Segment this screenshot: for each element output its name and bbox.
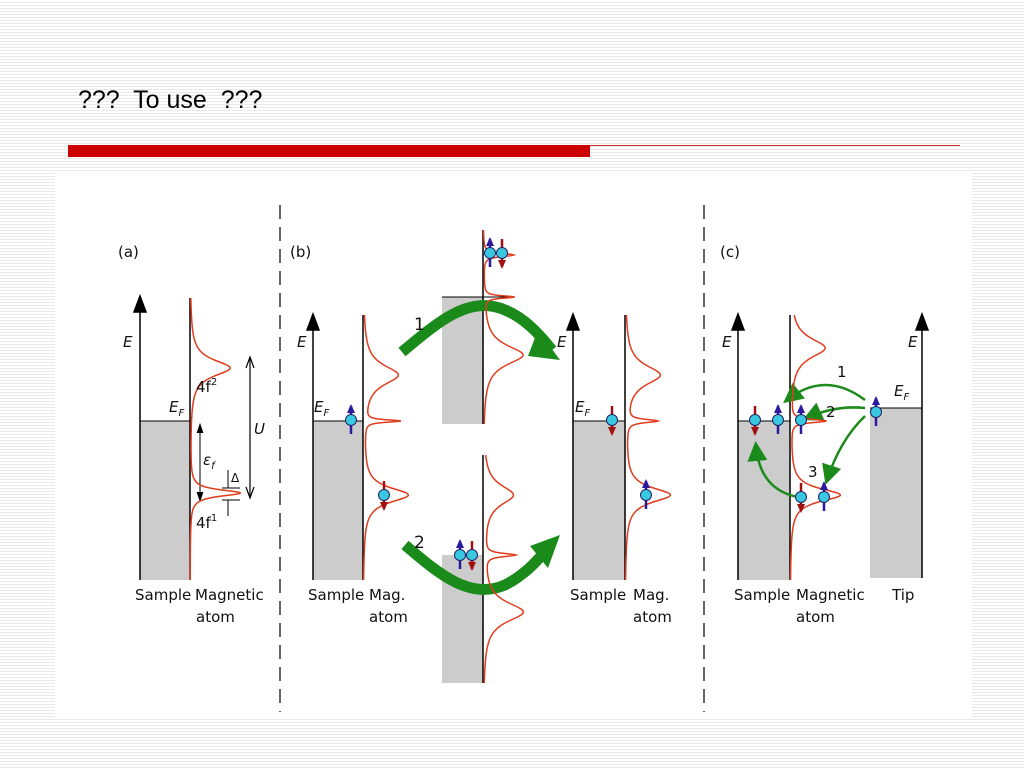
- spin-head: [498, 260, 506, 269]
- level-main: 4f: [196, 514, 212, 532]
- spin-head: [774, 404, 782, 413]
- figure: [55, 172, 972, 718]
- spin-head: [608, 427, 616, 436]
- electron: [749, 414, 761, 426]
- caption: atom: [369, 608, 408, 626]
- electron: [795, 491, 807, 503]
- axis-label: E: [297, 333, 307, 351]
- spin-head: [468, 562, 476, 571]
- spin-head: [751, 427, 759, 436]
- epsilon-label: εf: [203, 451, 216, 472]
- fermi-sub: F: [584, 408, 590, 419]
- axis-label: E: [123, 333, 133, 351]
- caption: atom: [633, 608, 672, 626]
- fermi-main: E: [169, 398, 179, 416]
- epsilon-main: ε: [203, 451, 211, 469]
- step-label: 1: [837, 363, 847, 381]
- fermi-label: EF: [314, 398, 329, 419]
- electron: [378, 489, 390, 501]
- caption: Sample: [734, 586, 790, 604]
- electron: [496, 247, 508, 259]
- fermi-sub: F: [323, 408, 329, 419]
- u-label: U: [254, 420, 265, 438]
- level-sup: 1: [211, 513, 217, 524]
- step-label: 2: [414, 533, 425, 553]
- spin-head: [797, 404, 805, 413]
- caption: atom: [796, 608, 835, 626]
- density-curve: [189, 298, 242, 580]
- caption: Tip: [891, 586, 914, 604]
- spin-head: [820, 481, 828, 490]
- fermi-label: EF: [169, 398, 184, 419]
- fermi-main: E: [314, 398, 324, 416]
- axis-label: E: [722, 333, 732, 351]
- caption: Sample: [135, 586, 191, 604]
- caption: Sample: [570, 586, 626, 604]
- spin-head: [872, 396, 880, 405]
- density-curve: [483, 454, 525, 684]
- panel-label: (a): [118, 243, 139, 261]
- slide-title: ??? To use ???: [78, 86, 262, 114]
- electron: [454, 549, 466, 561]
- spin-head: [486, 237, 494, 246]
- level-sup: 2: [211, 377, 217, 388]
- caption: Sample: [308, 586, 364, 604]
- caption: atom: [196, 608, 235, 626]
- fermi-main: E: [575, 398, 585, 416]
- density-curve: [482, 230, 524, 424]
- density-curve: [362, 315, 410, 580]
- electron: [345, 414, 357, 426]
- panel-label: (c): [720, 243, 740, 261]
- fermi-sub: F: [178, 408, 184, 419]
- caption: Mag.: [633, 586, 669, 604]
- electron: [870, 406, 882, 418]
- density-curve: [624, 315, 672, 580]
- lower-level: 4f1: [196, 513, 217, 532]
- fermi-label: EF: [575, 398, 590, 419]
- title-bar: [68, 145, 590, 157]
- caption: Mag.: [369, 586, 405, 604]
- spin-head: [380, 502, 388, 511]
- electron: [640, 489, 652, 501]
- level-main: 4f: [196, 378, 212, 396]
- delta-label: Δ: [231, 471, 240, 485]
- upper-level: 4f2: [196, 377, 217, 396]
- density-curve: [789, 314, 842, 580]
- step-label: 2: [826, 403, 836, 421]
- axis-label: E: [557, 333, 567, 351]
- epsilon-sub: f: [211, 461, 216, 472]
- step-label: 3: [808, 463, 818, 481]
- electron: [772, 414, 784, 426]
- fermi-sub: F: [903, 392, 909, 403]
- fermi-label: EF: [894, 382, 909, 403]
- spin-head: [642, 479, 650, 488]
- axis-label: E: [908, 333, 918, 351]
- caption: Magnetic: [195, 586, 264, 604]
- step-label: 1: [414, 315, 425, 335]
- spin-head: [347, 404, 355, 413]
- electron: [484, 247, 496, 259]
- electron: [795, 414, 807, 426]
- caption: Magnetic: [796, 586, 865, 604]
- panel-label: (b): [290, 243, 311, 261]
- fermi-main: E: [894, 382, 904, 400]
- electron: [818, 491, 830, 503]
- spin-head: [456, 539, 464, 548]
- diagram-shapes: [132, 205, 930, 712]
- electron: [606, 414, 618, 426]
- electron: [466, 549, 478, 561]
- spin-head: [797, 504, 805, 513]
